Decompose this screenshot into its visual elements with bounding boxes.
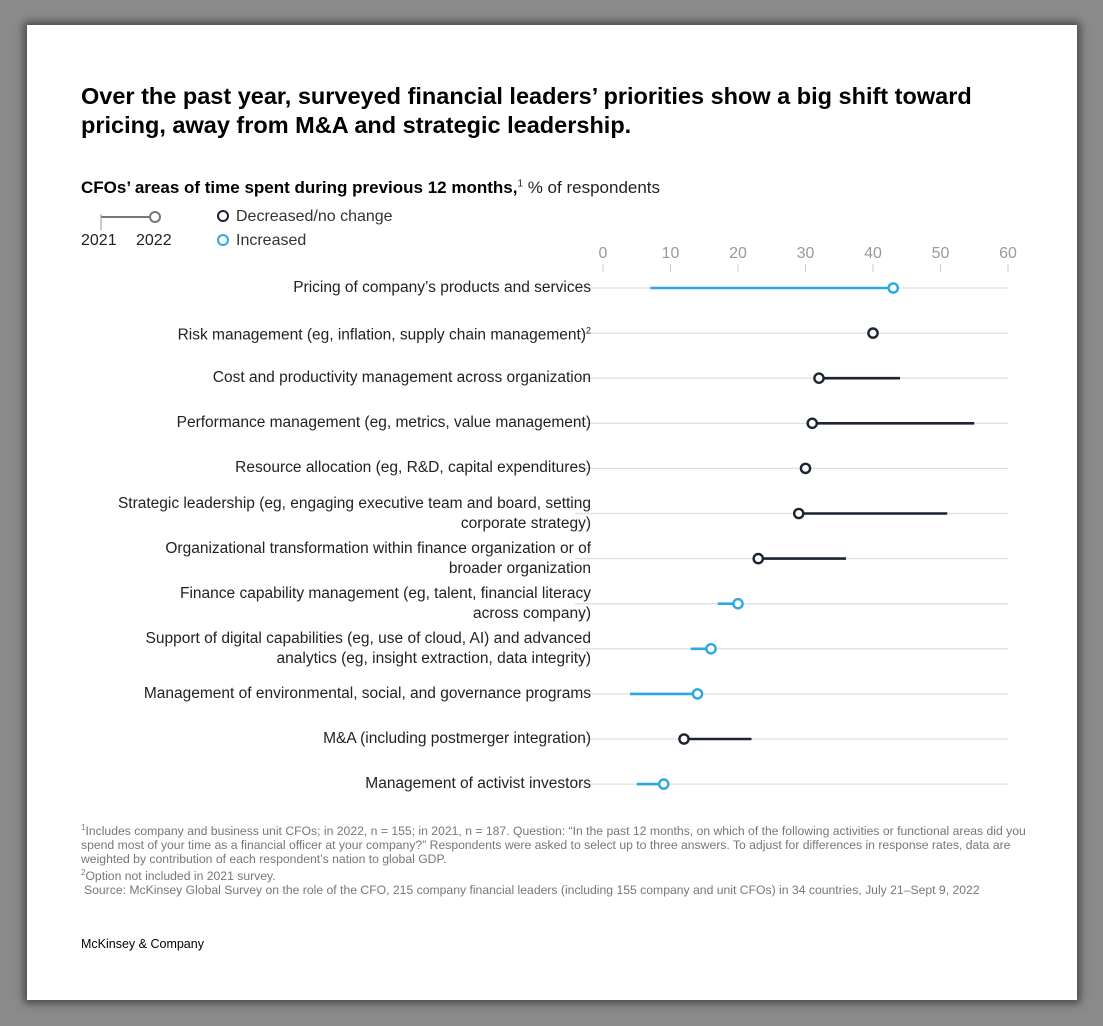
chart-title: Over the past year, surveyed financial l…	[81, 83, 972, 138]
x-tick-label: 50	[932, 245, 950, 262]
legend-years: 2021 2022	[81, 206, 191, 250]
point-2022	[657, 778, 670, 790]
row-label: Resource allocation (eg, R&D, capital ex…	[235, 458, 591, 478]
x-tick-label: 0	[599, 245, 608, 262]
x-tick-label: 10	[662, 245, 680, 262]
footnote-1-text: Includes company and business unit CFOs;…	[81, 824, 1026, 867]
row-label: Performance management (eg, metrics, val…	[177, 413, 591, 433]
row-label: Cost and productivity management across …	[213, 368, 591, 388]
row-label-text: Finance capability management (eg, talen…	[180, 584, 591, 602]
footnote-1: 1Includes company and business unit CFOs…	[81, 821, 1031, 866]
row-label: Organizational transformation within fin…	[165, 539, 591, 579]
row-label-text-line2: across company)	[472, 604, 591, 622]
legend-year-start: 2021	[81, 232, 117, 249]
subtitle-footnote-mark: 1	[517, 178, 523, 190]
footnote-2-mark: 2	[81, 868, 86, 878]
increased-marker-icon	[217, 234, 229, 246]
legend-decreased: Decreased/no change	[217, 208, 393, 226]
footnote-2-text: Option not included in 2021 survey.	[85, 869, 276, 884]
x-tick-label: 40	[864, 245, 882, 262]
row-label: Management of environmental, social, and…	[144, 684, 591, 704]
row-label-text: Management of environmental, social, and…	[143, 684, 591, 702]
row-label-footnote-mark: 2	[585, 325, 591, 336]
row-label-text: Organizational transformation within fin…	[165, 539, 591, 557]
legend-year-end: 2022	[136, 232, 172, 249]
row-label: Management of activist investors	[365, 774, 591, 794]
subtitle-unit: % of respondents	[523, 178, 661, 197]
point-2022	[799, 462, 812, 475]
row-label-text: Strategic leadership (eg, engaging execu…	[117, 494, 591, 512]
footnote-2: 2Option not included in 2021 survey.	[81, 866, 1031, 883]
x-tick-label: 20	[729, 245, 747, 262]
row-label-text: Pricing of company’s products and servic…	[293, 279, 591, 296]
decreased-marker-icon	[217, 210, 229, 222]
footnotes: 1Includes company and business unit CFOs…	[81, 821, 1031, 897]
row-label-text-line2: broader organization	[448, 559, 591, 577]
point-2022	[752, 552, 765, 565]
point-2022	[792, 507, 805, 520]
brand-logo: McKinsey & Company	[81, 937, 204, 951]
row-label-text: Resource allocation (eg, R&D, capital ex…	[235, 459, 591, 477]
subtitle-bold: CFOs’ areas of time spent during previou…	[81, 178, 518, 197]
point-2022	[867, 327, 879, 339]
legend-year-line-icon	[100, 211, 161, 230]
row-label-text: Cost and productivity management across …	[212, 369, 591, 387]
source: Source: McKinsey Global Survey on the ro…	[84, 883, 980, 898]
point-2022	[691, 688, 704, 700]
point-2022	[732, 597, 744, 610]
legend-increased-label: Increased	[236, 232, 307, 249]
chart-subtitle: CFOs’ areas of time spent during previou…	[81, 178, 660, 198]
row-label-text: M&A (including postmerger integration)	[323, 730, 591, 747]
row-label-text-line2: analytics (eg, insight extraction, data …	[276, 649, 591, 667]
point-2022	[806, 417, 819, 430]
row-label: Strategic leadership (eg, engaging execu…	[118, 494, 591, 534]
row-label: Support of digital capabilities (eg, use…	[146, 629, 591, 669]
legend-increased: Increased	[217, 232, 306, 250]
legend-decreased-label: Decreased/no change	[236, 208, 393, 225]
point-2022	[887, 282, 900, 294]
point-2022	[705, 643, 717, 655]
row-label-text-line2: corporate strategy)	[460, 514, 591, 532]
point-2022	[678, 733, 690, 745]
row-label-text: Performance management (eg, metrics, val…	[176, 414, 591, 432]
row-label: Finance capability management (eg, talen…	[180, 584, 591, 624]
row-label-text: Management of activist investors	[365, 775, 591, 793]
footnote-1-mark: 1	[81, 823, 86, 832]
x-tick-label: 60	[999, 245, 1017, 262]
row-label-text: Risk management (eg, inflation, supply c…	[177, 326, 586, 344]
row-label-text: Support of digital capabilities (eg, use…	[145, 629, 591, 647]
row-label: Pricing of company’s products and servic…	[293, 278, 591, 298]
point-2022	[813, 372, 825, 385]
x-tick-label: 30	[797, 245, 815, 262]
row-label: M&A (including postmerger integration)	[323, 729, 591, 749]
row-label: Risk management (eg, inflation, supply c…	[178, 321, 591, 346]
